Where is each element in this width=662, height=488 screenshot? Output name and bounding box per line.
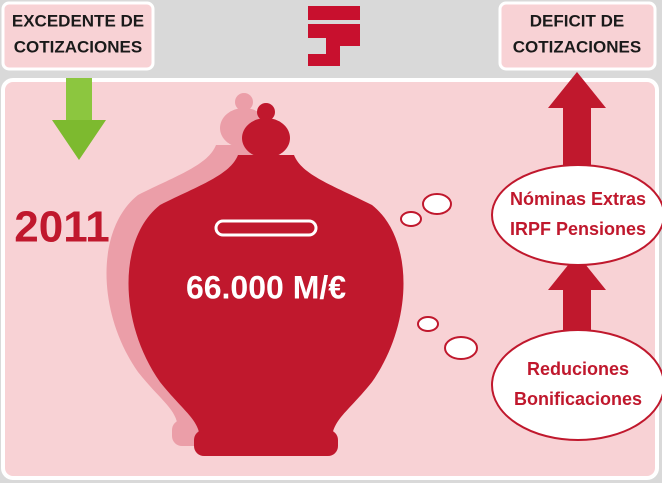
left-label-line: COTIZACIONES — [14, 37, 142, 56]
right-label-line: COTIZACIONES — [513, 37, 641, 56]
right-label-line: DEFICIT DE — [530, 11, 624, 30]
bubble-text: Nóminas Extras — [510, 189, 646, 209]
left-label-line: EXCEDENTE DE — [12, 11, 144, 30]
bubble-text: Reduciones — [527, 359, 629, 379]
bubble-text: Bonificaciones — [514, 389, 642, 409]
bubble — [492, 165, 662, 265]
bubble — [492, 330, 662, 440]
infographic: EXCEDENTE DE COTIZACIONES DEFICIT DE COT… — [0, 0, 662, 483]
bubble-text: IRPF Pensiones — [510, 219, 646, 239]
year: 2011 — [14, 203, 109, 252]
amount: 66.000 M/€ — [186, 269, 346, 305]
